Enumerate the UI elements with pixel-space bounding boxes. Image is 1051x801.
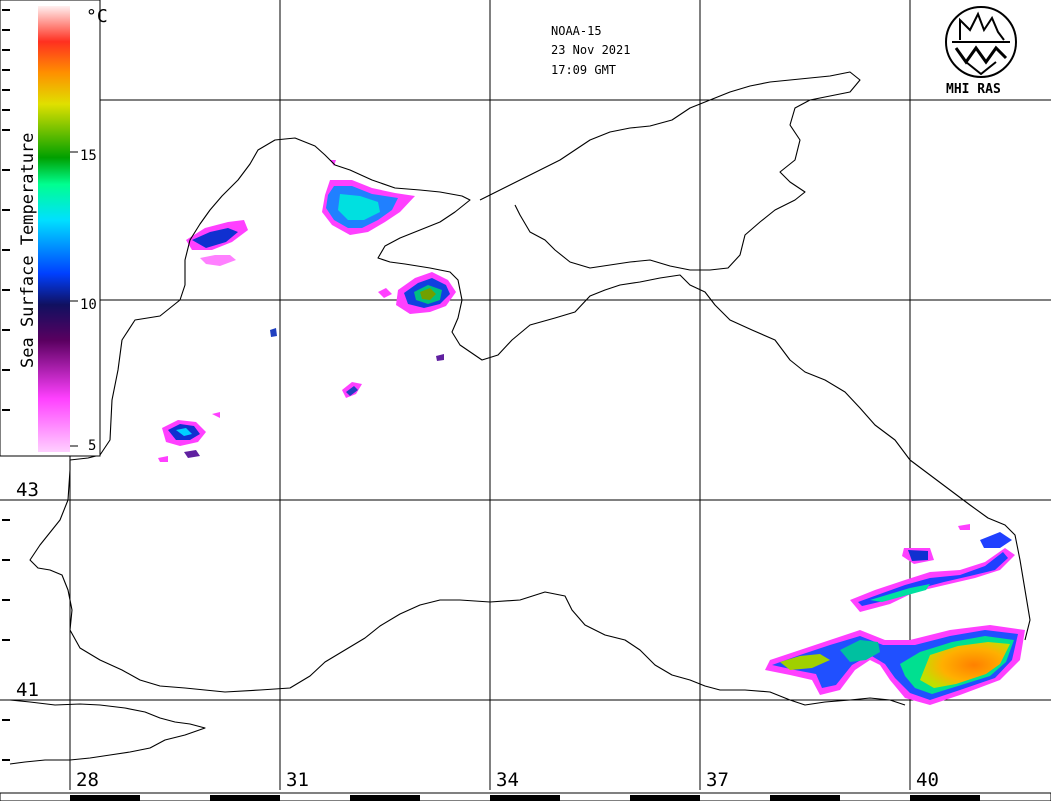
lon-label-37: 37 [706,769,729,791]
acquisition-date: 23 Nov 2021 [551,43,630,57]
lon-label-31: 31 [286,769,309,791]
acquisition-time: 17:09 GMT [551,63,616,77]
coastline [9,71,1031,765]
colorbar-tick-10: 10 [80,297,97,313]
lon-label-40: 40 [916,769,939,791]
colorbar: °C 15 10 5 Sea Surface Temperature [0,0,108,457]
left-ruler [2,9,10,761]
mhi-ras-logo: MHI RAS [945,6,1017,97]
satellite-name: NOAA-15 [551,24,602,38]
lon-label-28: 28 [76,769,99,791]
lat-label-41: 41 [16,679,39,701]
colorbar-unit: °C [86,6,108,27]
logo-text: MHI RAS [946,82,1001,97]
colorbar-tick-15: 15 [80,148,97,164]
lat-label-43: 43 [16,479,39,501]
bottom-ruler [0,792,1051,801]
lon-label-34: 34 [496,769,519,791]
colorbar-title: Sea Surface Temperature [18,133,38,368]
sst-patches [158,160,1025,705]
colorbar-tick-5: 5 [88,438,96,454]
colorbar-gradient [38,6,70,452]
